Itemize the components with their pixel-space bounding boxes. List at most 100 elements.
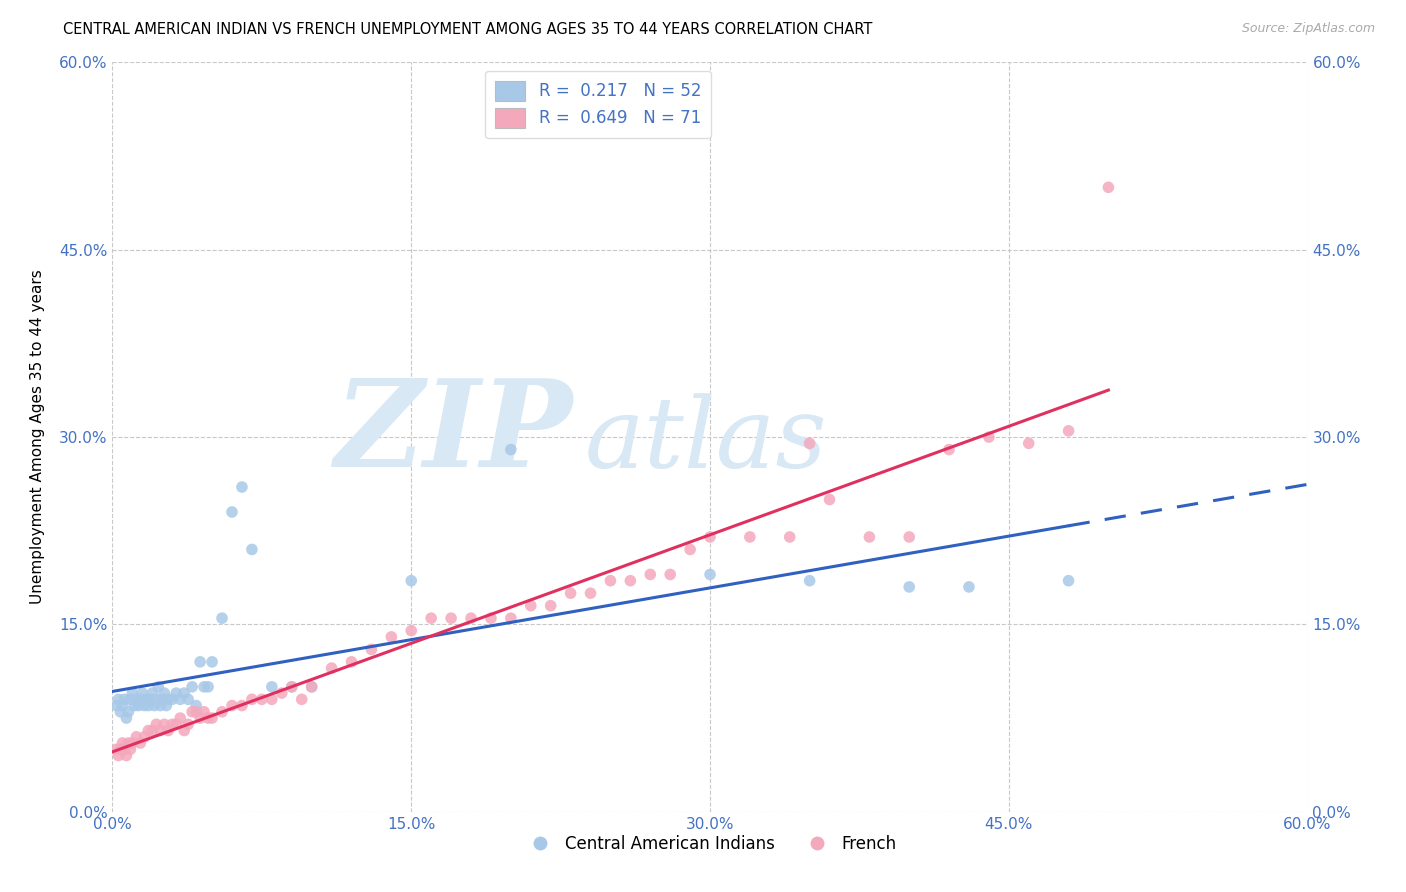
Legend: Central American Indians, French: Central American Indians, French	[516, 829, 904, 860]
Point	[165, 686, 187, 700]
Point	[153, 717, 176, 731]
Point	[321, 661, 343, 675]
Point	[177, 692, 200, 706]
Point	[301, 680, 323, 694]
Point	[221, 505, 243, 519]
Point	[799, 574, 821, 588]
Point	[560, 586, 582, 600]
Point	[117, 705, 139, 719]
Point	[1057, 424, 1080, 438]
Point	[105, 698, 128, 713]
Text: Source: ZipAtlas.com: Source: ZipAtlas.com	[1241, 22, 1375, 36]
Point	[270, 686, 292, 700]
Point	[153, 686, 176, 700]
Point	[111, 698, 134, 713]
Point	[619, 574, 641, 588]
Point	[162, 692, 183, 706]
Point	[157, 723, 180, 738]
Point	[115, 748, 138, 763]
Point	[260, 680, 283, 694]
Point	[938, 442, 960, 457]
Point	[201, 655, 224, 669]
Point	[114, 742, 135, 756]
Point	[157, 692, 180, 706]
Point	[107, 748, 129, 763]
Point	[181, 680, 204, 694]
Point	[117, 736, 139, 750]
Point	[291, 692, 314, 706]
Point	[799, 436, 821, 450]
Point	[134, 698, 156, 713]
Point	[1057, 574, 1080, 588]
Text: ZIP: ZIP	[335, 374, 572, 492]
Point	[360, 642, 382, 657]
Point	[149, 698, 172, 713]
Point	[145, 692, 167, 706]
Point	[211, 611, 233, 625]
Point	[124, 698, 146, 713]
Point	[125, 730, 148, 744]
Text: CENTRAL AMERICAN INDIAN VS FRENCH UNEMPLOYMENT AMONG AGES 35 TO 44 YEARS CORRELA: CENTRAL AMERICAN INDIAN VS FRENCH UNEMPL…	[63, 22, 873, 37]
Point	[193, 705, 215, 719]
Point	[977, 430, 1000, 444]
Point	[188, 711, 211, 725]
Point	[499, 611, 522, 625]
Point	[143, 698, 166, 713]
Point	[898, 580, 921, 594]
Point	[177, 717, 200, 731]
Point	[540, 599, 562, 613]
Point	[479, 611, 502, 625]
Point	[858, 530, 880, 544]
Point	[201, 711, 224, 725]
Point	[121, 736, 143, 750]
Point	[599, 574, 621, 588]
Point	[181, 705, 204, 719]
Point	[111, 736, 134, 750]
Point	[145, 717, 167, 731]
Point	[107, 692, 129, 706]
Point	[520, 599, 543, 613]
Point	[165, 717, 187, 731]
Point	[460, 611, 482, 625]
Point	[779, 530, 801, 544]
Point	[197, 680, 219, 694]
Point	[188, 655, 211, 669]
Point	[640, 567, 662, 582]
Point	[197, 711, 219, 725]
Point	[301, 680, 323, 694]
Point	[173, 723, 195, 738]
Point	[401, 574, 423, 588]
Point	[401, 624, 423, 638]
Point	[699, 567, 721, 582]
Point	[162, 717, 183, 731]
Point	[131, 686, 153, 700]
Point	[141, 686, 163, 700]
Point	[420, 611, 443, 625]
Point	[134, 730, 156, 744]
Point	[957, 580, 980, 594]
Point	[115, 711, 138, 725]
Text: atlas: atlas	[585, 393, 827, 489]
Point	[155, 698, 177, 713]
Point	[499, 442, 522, 457]
Point	[120, 692, 142, 706]
Point	[186, 705, 208, 719]
Point	[135, 692, 157, 706]
Point	[579, 586, 602, 600]
Point	[173, 686, 195, 700]
Point	[121, 686, 143, 700]
Point	[149, 723, 172, 738]
Point	[138, 698, 160, 713]
Point	[139, 692, 162, 706]
Point	[281, 680, 304, 694]
Point	[898, 530, 921, 544]
Point	[1097, 180, 1119, 194]
Point	[193, 680, 215, 694]
Point	[1018, 436, 1040, 450]
Point	[211, 705, 233, 719]
Point	[129, 736, 152, 750]
Point	[440, 611, 463, 625]
Point	[231, 698, 253, 713]
Point	[679, 542, 702, 557]
Point	[110, 705, 132, 719]
